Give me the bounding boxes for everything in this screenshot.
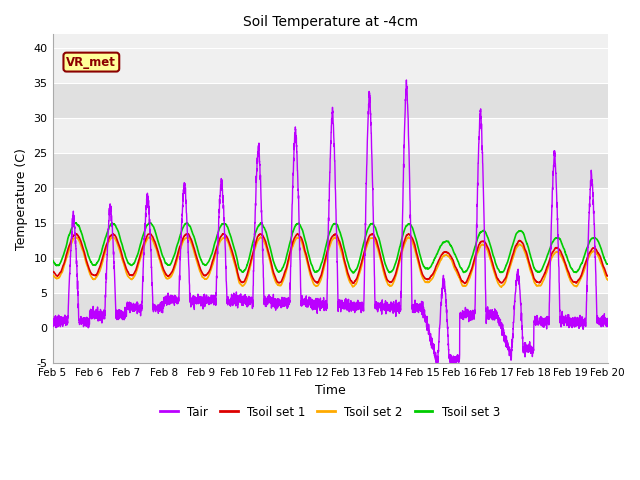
Bar: [52, 188, 608, 223]
X-axis label: Time: Time: [315, 384, 346, 397]
Bar: [52, 293, 608, 328]
Bar: [52, 119, 608, 153]
Y-axis label: Temperature (C): Temperature (C): [15, 148, 28, 250]
Bar: [52, 48, 608, 84]
Legend: Tair, Tsoil set 1, Tsoil set 2, Tsoil set 3: Tair, Tsoil set 1, Tsoil set 2, Tsoil se…: [156, 401, 505, 423]
Text: VR_met: VR_met: [67, 56, 116, 69]
Bar: [52, 35, 608, 48]
Title: Soil Temperature at -4cm: Soil Temperature at -4cm: [243, 15, 418, 29]
Bar: [52, 328, 608, 363]
Bar: [52, 84, 608, 119]
Bar: [52, 258, 608, 293]
Bar: [52, 153, 608, 188]
Bar: [52, 223, 608, 258]
